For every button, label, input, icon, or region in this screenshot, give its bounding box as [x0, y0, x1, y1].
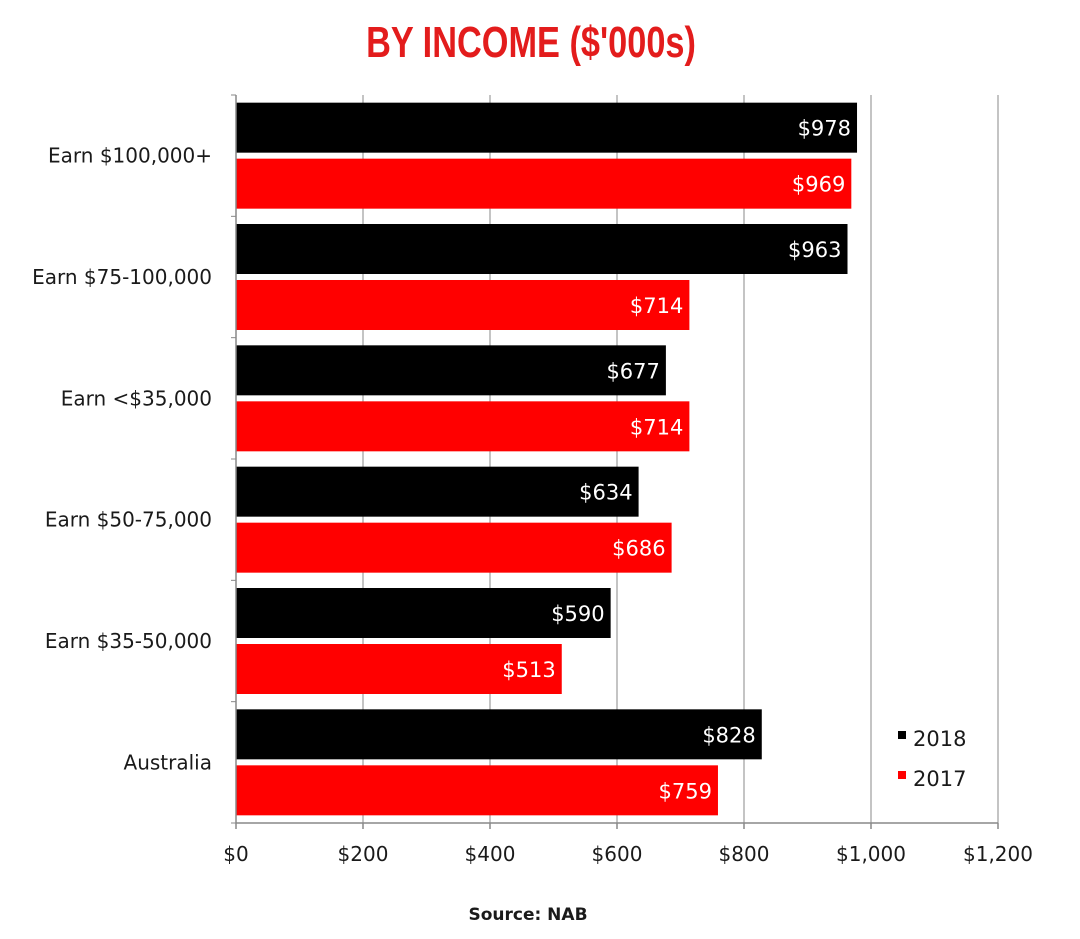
chart-title: BY INCOME ($'000s)	[366, 18, 696, 67]
bar-2018	[236, 709, 762, 760]
category-label: Australia	[124, 750, 212, 774]
bar-label: $978	[798, 117, 851, 141]
bar-label: $714	[630, 294, 683, 318]
x-tick-label: $400	[465, 842, 516, 866]
bar-2018	[236, 466, 639, 517]
bar-2017	[236, 280, 690, 330]
category-label: Earn <$35,000	[61, 386, 212, 410]
bar-2018	[236, 224, 848, 274]
category-label: Earn $50-75,000	[45, 508, 212, 532]
bar-label: $963	[788, 238, 841, 262]
legend-label: 2018	[913, 727, 966, 751]
category-label: Earn $35-50,000	[45, 629, 212, 653]
bar-2017	[236, 522, 672, 573]
bar-2018	[236, 588, 611, 638]
bar-2018	[236, 345, 666, 396]
bar-2017	[236, 158, 852, 209]
bar-chart: $978 $969 Earn $100,000+ $963 $714 Earn $75-1…	[32, 94, 1033, 866]
x-tick-label: $1,200	[963, 842, 1033, 866]
bar-2017	[236, 401, 690, 452]
bar-label: $590	[551, 602, 604, 626]
category-label: Earn $75-100,000	[32, 265, 212, 289]
bar-2017	[236, 765, 718, 816]
bar-label: $714	[630, 415, 683, 439]
category-label: Earn $100,000+	[48, 144, 212, 168]
x-tick-label: $200	[338, 842, 389, 866]
bar-label: $513	[502, 658, 555, 682]
bar-label: $677	[606, 359, 659, 383]
legend-swatch-2017	[898, 771, 906, 779]
bar-2017	[236, 644, 562, 694]
legend-swatch-2018	[898, 731, 906, 739]
bar-label: $686	[612, 537, 665, 561]
bar-2018	[236, 102, 858, 153]
source-note: Source: NAB	[468, 905, 588, 925]
bar-label: $828	[702, 723, 755, 747]
x-tick-label: $1,000	[836, 842, 906, 866]
x-tick-label: $0	[223, 842, 248, 866]
x-tick-label: $800	[719, 842, 770, 866]
bar-label: $969	[792, 173, 845, 197]
bar-label: $759	[659, 779, 712, 803]
legend-label: 2017	[913, 767, 966, 791]
x-tick-label: $600	[592, 842, 643, 866]
bar-label: $634	[579, 481, 632, 505]
